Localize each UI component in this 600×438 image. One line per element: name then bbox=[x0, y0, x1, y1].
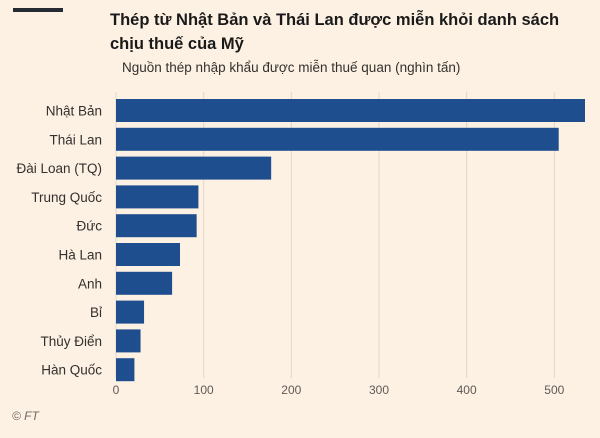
x-tick-label: 300 bbox=[369, 383, 389, 397]
source-credit: © FT bbox=[12, 409, 39, 423]
category-label: Thủy Điển bbox=[40, 334, 102, 349]
category-label: Anh bbox=[78, 276, 102, 291]
x-tick-label: 400 bbox=[457, 383, 477, 397]
bar bbox=[116, 156, 272, 180]
chart-subtitle: Nguồn thép nhập khẩu được miễn thuế quan… bbox=[122, 60, 461, 75]
category-label: Đài Loan (TQ) bbox=[16, 161, 102, 176]
bar bbox=[116, 358, 135, 382]
bar bbox=[116, 243, 180, 266]
category-label: Đức bbox=[76, 219, 102, 234]
category-label: Thái Lan bbox=[49, 132, 102, 147]
bar bbox=[116, 99, 585, 122]
x-tick-label: 100 bbox=[194, 383, 214, 397]
bar bbox=[116, 271, 173, 295]
category-label: Trung Quốc bbox=[31, 190, 102, 205]
chart-title: Thép từ Nhật Bản và Thái Lan được miễn k… bbox=[110, 11, 560, 53]
bar bbox=[116, 329, 141, 353]
bar bbox=[116, 127, 559, 151]
category-label: Bỉ bbox=[90, 305, 102, 320]
category-label: Nhật Bản bbox=[46, 104, 102, 119]
x-tick-label: 0 bbox=[113, 383, 120, 397]
bar bbox=[116, 300, 145, 324]
x-tick-label: 500 bbox=[544, 383, 564, 397]
bar bbox=[116, 185, 199, 209]
title-accent-rule bbox=[13, 8, 63, 12]
x-tick-label: 200 bbox=[281, 383, 301, 397]
category-label: Hàn Quốc bbox=[41, 363, 102, 378]
category-label: Hà Lan bbox=[58, 248, 102, 263]
bar bbox=[116, 214, 197, 238]
